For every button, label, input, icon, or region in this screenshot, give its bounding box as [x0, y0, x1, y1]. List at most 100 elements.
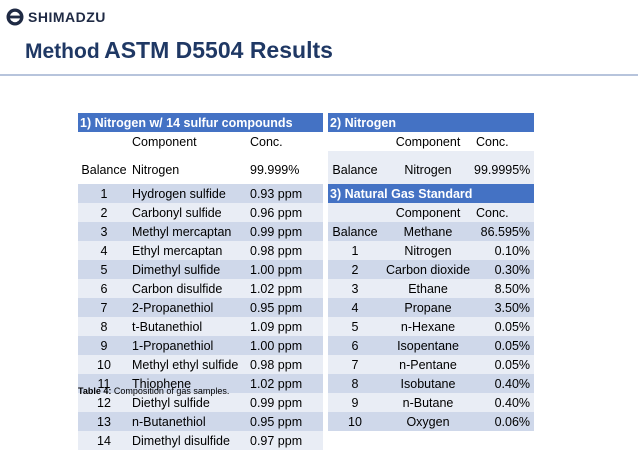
row-index: 1	[328, 241, 382, 260]
table-row: 5 n-Hexane 0.05%	[328, 317, 535, 336]
title-divider	[0, 74, 638, 76]
shimadzu-logo-icon	[6, 8, 24, 26]
row-index: 4	[328, 298, 382, 317]
table2-title: 2) Nitrogen	[328, 113, 535, 132]
row-component: t-Butanethiol	[130, 317, 248, 336]
table-row: 1 Nitrogen 0.10%	[328, 241, 535, 260]
row-concentration: 0.99 ppm	[248, 393, 324, 412]
row-concentration: 1.02 ppm	[248, 374, 324, 393]
row-concentration: 0.10%	[474, 241, 535, 260]
table1-title: 1) Nitrogen w/ 14 sulfur compounds	[78, 113, 324, 132]
row-concentration: 0.30%	[474, 260, 535, 279]
row-index: 9	[78, 336, 130, 355]
row-concentration: 0.98 ppm	[248, 355, 324, 374]
table-row: Balance Methane 86.595%	[328, 222, 535, 241]
table-row: 13 n-Butanethiol 0.95 ppm	[78, 412, 324, 431]
table-row: 6 Carbon disulfide 1.02 ppm	[78, 279, 324, 298]
row-index: 11	[78, 374, 130, 393]
row-index: 3	[328, 279, 382, 298]
row-index: 7	[328, 355, 382, 374]
row-index: 8	[328, 374, 382, 393]
row-component: Isobutane	[382, 374, 474, 393]
row-component: Oxygen	[382, 412, 474, 431]
row-component: Nitrogen	[382, 241, 474, 260]
row-concentration: 86.595%	[474, 222, 535, 241]
row-index: 6	[78, 279, 130, 298]
row-component: n-Butane	[382, 393, 474, 412]
row-component: Nitrogen	[382, 151, 474, 184]
row-component: Thiophene	[130, 374, 248, 393]
column-header-component: Component	[382, 132, 474, 151]
row-component: n-Butanethiol	[130, 412, 248, 431]
row-component: Hydrogen sulfide	[130, 184, 248, 203]
row-concentration: 0.05%	[474, 317, 535, 336]
row-index: 2	[78, 203, 130, 222]
row-concentration: 0.06%	[474, 412, 535, 431]
row-index: 3	[78, 222, 130, 241]
row-concentration: 0.96 ppm	[248, 203, 324, 222]
page-title: Method ASTM D5504 Results	[25, 37, 333, 64]
row-component: n-Hexane	[382, 317, 474, 336]
row-concentration: 99.999%	[248, 151, 324, 184]
page-title-method: Method	[25, 40, 100, 63]
column-header-conc: Conc.	[474, 203, 535, 222]
shimadzu-logo: SHIMADZU	[6, 8, 106, 26]
row-concentration: 1.00 ppm	[248, 336, 324, 355]
row-index: 13	[78, 412, 130, 431]
table-row: 4 Ethyl mercaptan 0.98 ppm	[78, 241, 324, 260]
column-header-conc: Conc.	[474, 132, 535, 151]
table-row: 7 2-Propanethiol 0.95 ppm	[78, 298, 324, 317]
table-row: 2 Carbonyl sulfide 0.96 ppm	[78, 203, 324, 222]
row-concentration: 3.50%	[474, 298, 535, 317]
table-row: 10 Methyl ethyl sulfide 0.98 ppm	[78, 355, 324, 374]
row-concentration: 8.50%	[474, 279, 535, 298]
table-row: 2 Carbon dioxide 0.30%	[328, 260, 535, 279]
row-component: Dimethyl sulfide	[130, 260, 248, 279]
table-header-row: 2) Nitrogen	[328, 113, 535, 132]
table-row: 1 Hydrogen sulfide 0.93 ppm	[78, 184, 324, 203]
row-index: 8	[78, 317, 130, 336]
row-index: 10	[328, 412, 382, 431]
row-concentration: 99.9995%	[474, 151, 535, 184]
row-component: Isopentane	[382, 336, 474, 355]
table-row: 14 Dimethyl disulfide 0.97 ppm	[78, 431, 324, 450]
row-concentration: 0.05%	[474, 355, 535, 374]
row-index: 4	[78, 241, 130, 260]
column-header-conc: Conc.	[248, 132, 324, 151]
table-row: 5 Dimethyl sulfide 1.00 ppm	[78, 260, 324, 279]
row-index: 5	[328, 317, 382, 336]
row-concentration: 0.97 ppm	[248, 431, 324, 450]
table-row: 11 Thiophene 1.02 ppm	[78, 374, 324, 393]
table-header-row: 1) Nitrogen w/ 14 sulfur compounds	[78, 113, 324, 132]
row-index: 2	[328, 260, 382, 279]
table-gap	[323, 113, 328, 379]
row-index: 14	[78, 431, 130, 450]
row-index: Balance	[328, 151, 382, 184]
row-index: 6	[328, 336, 382, 355]
row-component: n-Pentane	[382, 355, 474, 374]
table-row: 12 Diethyl sulfide 0.99 ppm	[78, 393, 324, 412]
row-concentration: 0.95 ppm	[248, 412, 324, 431]
table3-title: 3) Natural Gas Standard	[328, 184, 535, 203]
table-row: 8 t-Butanethiol 1.09 ppm	[78, 317, 324, 336]
row-concentration: 0.05%	[474, 336, 535, 355]
row-component: 2-Propanethiol	[130, 298, 248, 317]
column-header-row: Component Conc.	[328, 132, 535, 151]
row-component: Nitrogen	[130, 151, 248, 184]
row-component: Methyl ethyl sulfide	[130, 355, 248, 374]
row-component: Ethane	[382, 279, 474, 298]
table-header-row: 3) Natural Gas Standard	[328, 184, 535, 203]
row-component: 1-Propanethiol	[130, 336, 248, 355]
row-component: Methyl mercaptan	[130, 222, 248, 241]
table-row: 4 Propane 3.50%	[328, 298, 535, 317]
column-header-component: Component	[130, 132, 248, 151]
caption-text: Composition of gas samples.	[113, 386, 230, 396]
row-concentration: 1.02 ppm	[248, 279, 324, 298]
row-component: Ethyl mercaptan	[130, 241, 248, 260]
column-header-row: Component Conc.	[78, 132, 324, 151]
brand-name: SHIMADZU	[28, 9, 106, 25]
row-concentration: 1.00 ppm	[248, 260, 324, 279]
row-component: Diethyl sulfide	[130, 393, 248, 412]
row-component: Carbon disulfide	[130, 279, 248, 298]
column-header-component: Component	[382, 203, 474, 222]
